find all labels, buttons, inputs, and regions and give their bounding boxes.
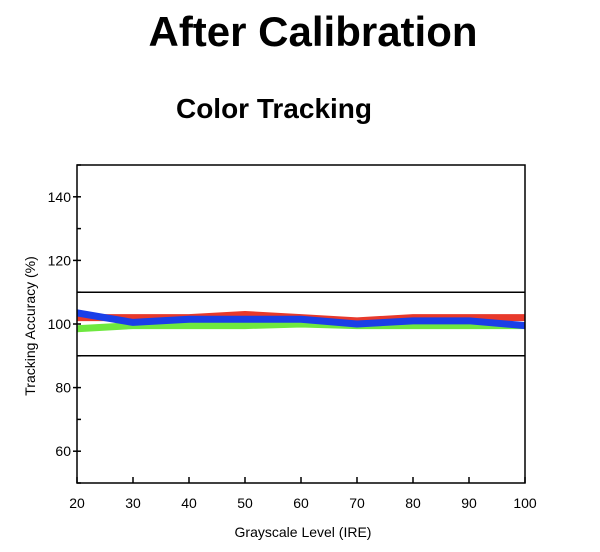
x-tick-label: 40 — [181, 495, 197, 511]
y-tick-label: 120 — [48, 252, 72, 268]
chart-title: Color Tracking — [175, 93, 373, 124]
series-line-3 — [76, 309, 526, 330]
x-axis-label: Grayscale Level (IRE) — [235, 524, 372, 540]
y-tick-label: 60 — [55, 443, 71, 459]
x-tick-label: 30 — [125, 495, 141, 511]
page-title: After Calibration — [148, 8, 478, 55]
x-tick-label: 100 — [513, 495, 537, 511]
x-tick-label: 70 — [349, 495, 365, 511]
y-tick-label: 80 — [55, 380, 71, 396]
y-tick-label: 100 — [48, 316, 72, 332]
x-tick-label: 50 — [237, 495, 253, 511]
x-tick-label: 60 — [293, 495, 309, 511]
series-line-2 — [76, 320, 525, 333]
x-tick-label: 20 — [69, 495, 85, 511]
y-axis-label: Tracking Accuracy (%) — [22, 256, 38, 396]
x-tick-label: 80 — [405, 495, 421, 511]
x-tick-label: 90 — [461, 495, 477, 511]
y-tick-label: 140 — [48, 189, 72, 205]
